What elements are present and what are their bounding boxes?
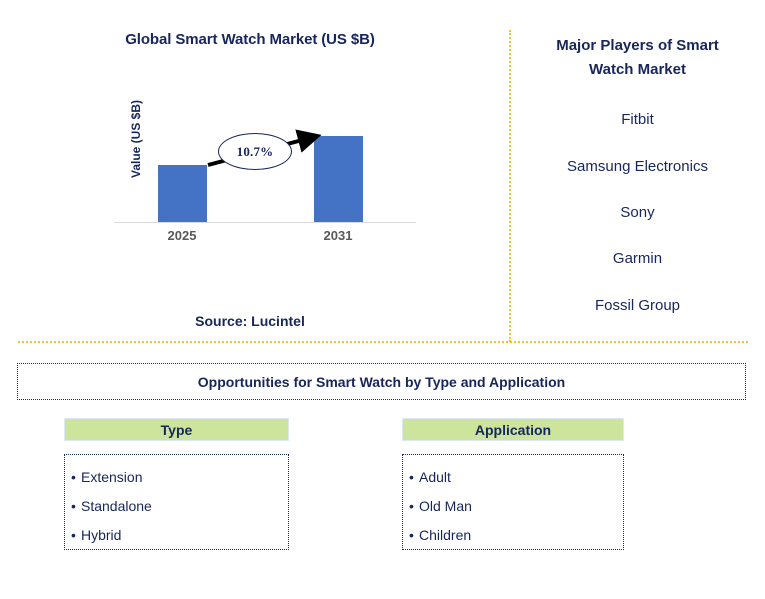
column-header-application: Application (402, 418, 624, 441)
column-header-type: Type (64, 418, 289, 441)
bars-container (96, 118, 416, 222)
column-header-label: Type (160, 421, 193, 438)
bullet-icon: • (409, 469, 414, 485)
players-title-line-2: Watch Market (589, 61, 686, 78)
list-item: • Hybrid (71, 521, 288, 550)
x-axis-line (114, 222, 416, 223)
horizontal-divider (18, 341, 748, 343)
bar-2031 (314, 136, 363, 222)
opportunities-banner: Opportunities for Smart Watch by Type an… (17, 363, 746, 400)
bullet-icon: • (71, 498, 76, 514)
player-item: Fossil Group (594, 297, 681, 314)
chart-title: Global Smart Watch Market (US $B) (125, 31, 375, 48)
opportunities-column-application: Application • Adult • Old Man • Children (402, 418, 624, 550)
list-item-label: Children (419, 527, 472, 543)
column-body-application: • Adult • Old Man • Children (402, 454, 624, 550)
list-item-label: Standalone (81, 498, 152, 514)
bullet-icon: • (71, 527, 76, 543)
player-item: Garmin (612, 250, 663, 267)
bullet-icon: • (409, 527, 414, 543)
bar-2025 (158, 165, 207, 222)
cagr-value: 10.7% (236, 143, 274, 159)
column-body-type: • Extension • Standalone • Hybrid (64, 454, 289, 550)
bullet-icon: • (409, 498, 414, 514)
x-tick-label-2031: 2031 (323, 228, 353, 243)
opportunities-column-type: Type • Extension • Standalone • Hybrid (64, 418, 289, 550)
list-item: • Old Man (409, 492, 623, 521)
list-item: • Children (409, 521, 623, 550)
source-note: Source: Lucintel (195, 313, 305, 329)
list-item: • Extension (71, 463, 288, 492)
x-tick-label-2025: 2025 (167, 228, 197, 243)
column-header-label: Application (474, 421, 552, 438)
list-item-label: Extension (81, 469, 143, 485)
list-item-label: Adult (419, 469, 451, 485)
list-item-label: Hybrid (81, 527, 122, 543)
bullet-icon: • (71, 469, 76, 485)
vertical-divider (509, 30, 511, 342)
opportunities-banner-text: Opportunities for Smart Watch by Type an… (197, 373, 566, 390)
player-item: Fitbit (621, 111, 654, 128)
player-item: Sony (620, 204, 655, 221)
players-panel-title: Major Players of Smart Watch Market (515, 34, 760, 82)
player-item: Samsung Electronics (567, 158, 708, 175)
list-item-label: Old Man (419, 498, 472, 514)
list-item: • Adult (409, 463, 623, 492)
cagr-callout: 10.7% (218, 133, 292, 170)
list-item: • Standalone (71, 492, 288, 521)
players-title-line-1: Major Players of Smart (556, 37, 719, 54)
bar-chart: Value (US $B) 10.7% 2025 2031 (96, 100, 416, 243)
